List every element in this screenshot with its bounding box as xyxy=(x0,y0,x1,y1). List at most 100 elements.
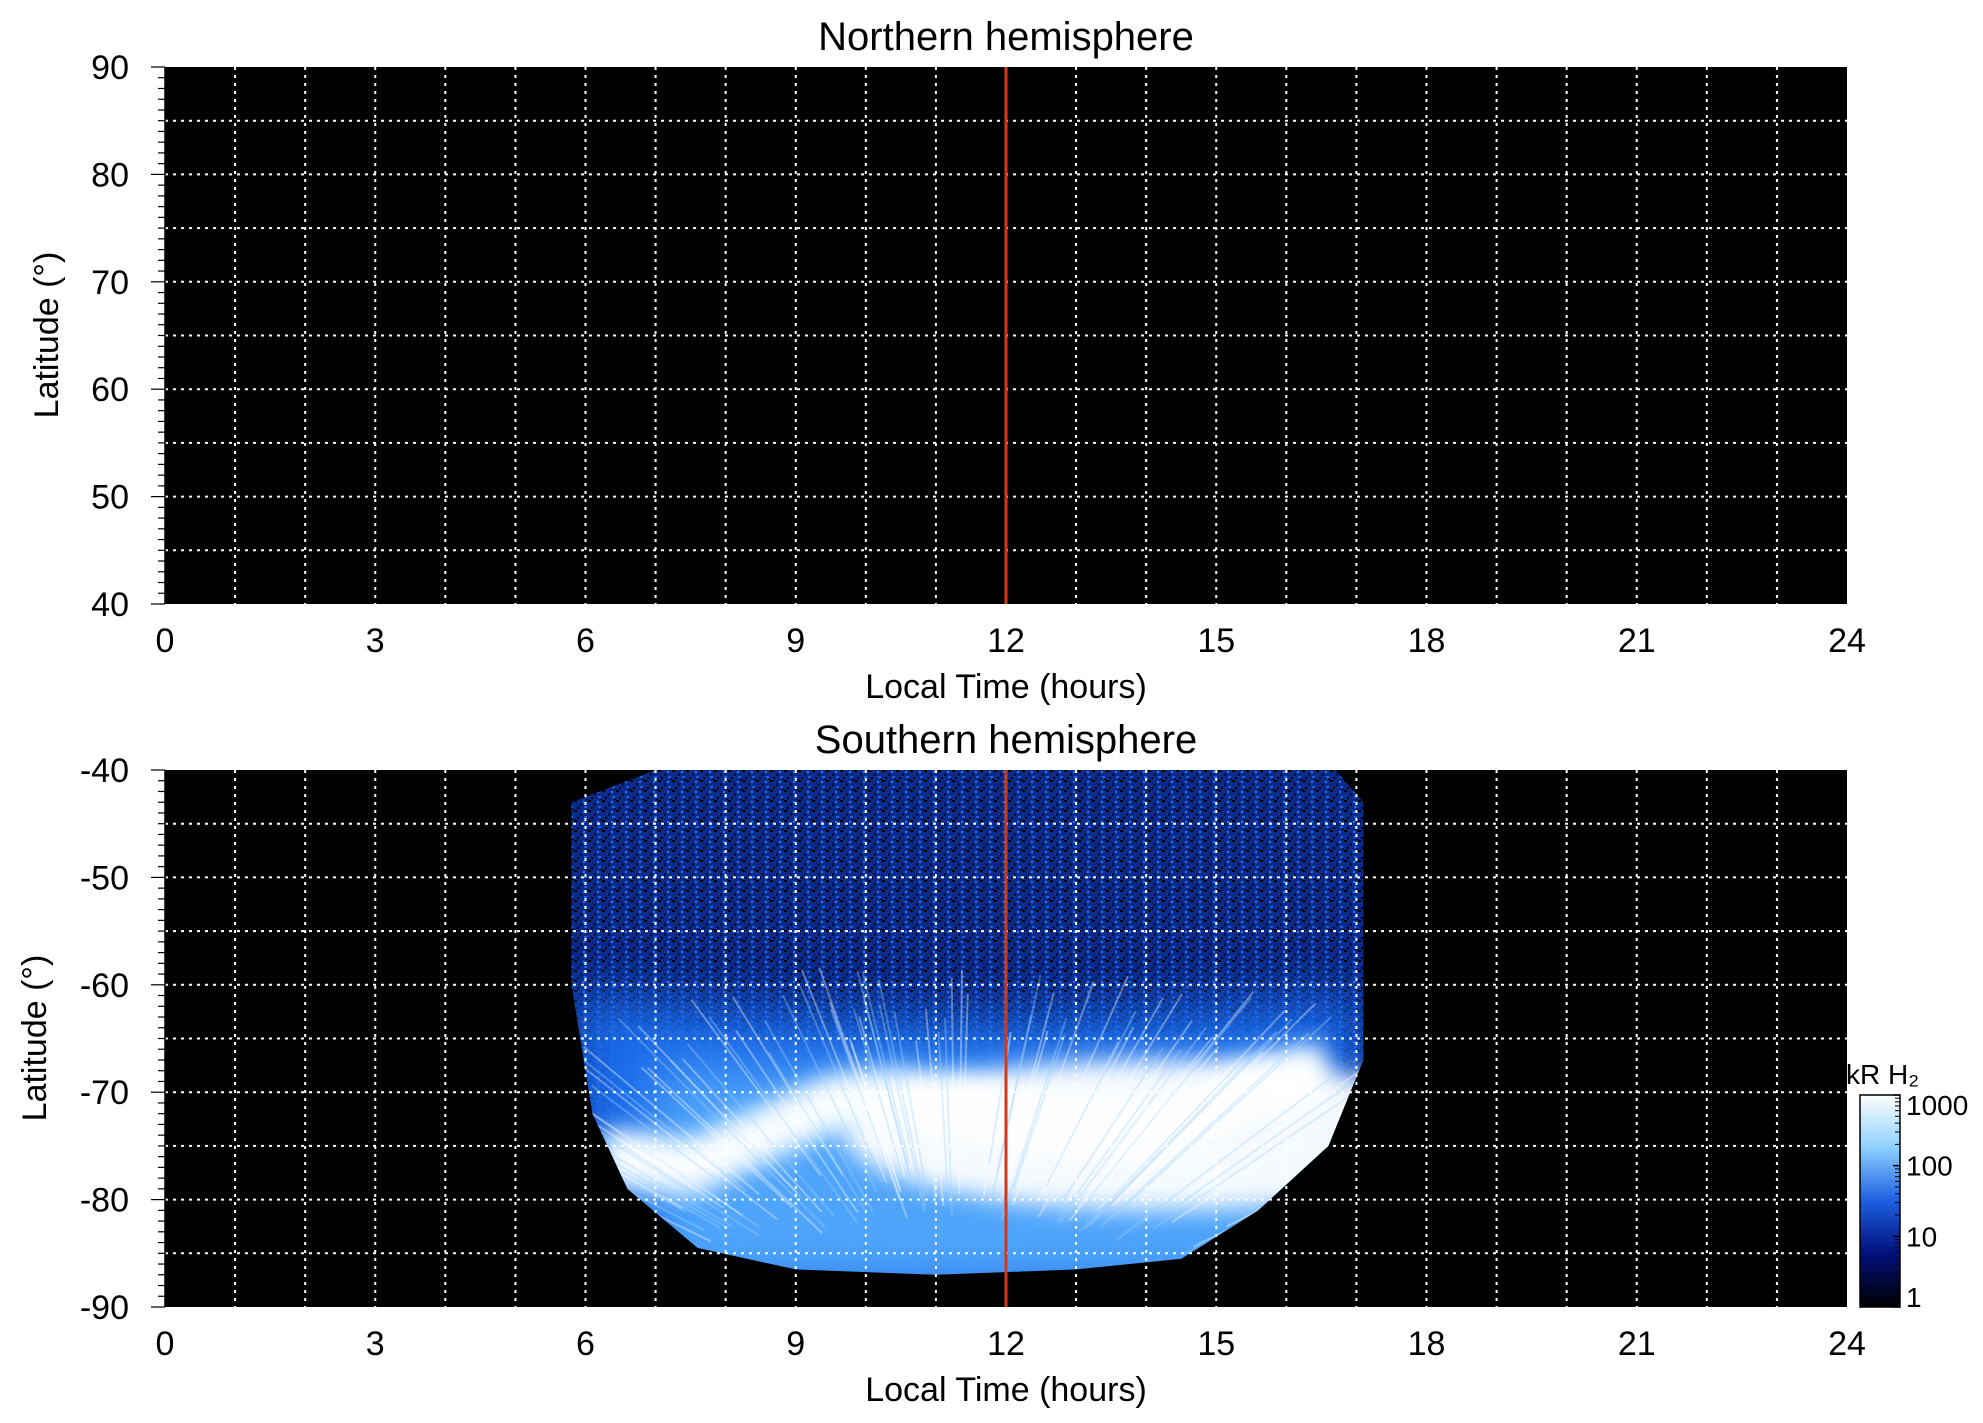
aurora-streak xyxy=(1089,1018,1294,1226)
aurora-streak xyxy=(989,1014,1033,1205)
aurora-streak xyxy=(781,994,878,1193)
southern-x-tick-label: 12 xyxy=(987,1325,1025,1363)
southern-y-tick-label: -90 xyxy=(80,1289,129,1327)
aurora-streak xyxy=(591,1084,731,1191)
southern-x-axis-label: Local Time (hours) xyxy=(865,1371,1147,1409)
northern-x-tick-label: 6 xyxy=(576,622,595,660)
aurora-streak xyxy=(858,1016,906,1179)
southern-x-tick-label: 15 xyxy=(1197,1325,1235,1363)
aurora-streak xyxy=(856,971,914,1189)
colorbar-tick-label: 100 xyxy=(1906,1151,1953,1182)
northern-x-tick-label: 9 xyxy=(786,622,805,660)
aurora-streak xyxy=(1182,1065,1364,1199)
aurora-streak xyxy=(1110,1016,1333,1221)
aurora-streak xyxy=(944,1018,953,1218)
aurora-streak xyxy=(735,1030,859,1213)
southern-y-tick-label: -60 xyxy=(80,967,129,1005)
aurora-streak xyxy=(893,1011,929,1195)
aurora-streak xyxy=(1076,1036,1214,1209)
southern-y-axis-label: Latitude (°) xyxy=(16,955,54,1122)
aurora-streak xyxy=(1012,1034,1066,1189)
aurora-streak xyxy=(1065,1019,1194,1203)
aurora-streak xyxy=(1078,1064,1239,1233)
aurora-streak xyxy=(682,1058,823,1213)
aurora-streak xyxy=(915,1040,937,1197)
colorbar-tick-label: 1 xyxy=(1906,1282,1922,1313)
aurora-streak xyxy=(583,1046,760,1196)
aurora-streak xyxy=(999,1030,1049,1203)
aurora-streak xyxy=(617,1017,826,1229)
aurora-streak xyxy=(1084,1030,1278,1230)
aurora-streak xyxy=(571,1104,728,1229)
southern-x-tick-label: 3 xyxy=(366,1325,385,1363)
aurora-streak xyxy=(1100,1032,1310,1228)
southern-axes: -40 -50 -60 -70 -80 -90 0 3 6 9 12 15 18 21 24 xyxy=(80,752,1866,1363)
southern-x-tick-label: 24 xyxy=(1828,1325,1866,1363)
aurora-streak xyxy=(708,1016,859,1224)
northern-x-tick-label: 21 xyxy=(1618,622,1656,660)
northern-y-tick-label: 60 xyxy=(91,371,129,409)
aurora-streak xyxy=(1000,1018,1068,1222)
colorbar-gradient xyxy=(1859,1094,1901,1308)
aurora-streak xyxy=(1036,975,1129,1180)
aurora-streak xyxy=(571,1084,687,1213)
aurora-streak xyxy=(799,985,884,1183)
northern-y-tick-label: 70 xyxy=(91,264,129,302)
aurora-streak xyxy=(1053,993,1183,1204)
southern-x-tick-label: 9 xyxy=(786,1325,805,1363)
southern-y-tick-label: -50 xyxy=(80,859,129,897)
aurora-streak xyxy=(571,1083,705,1232)
southern-x-tick-label: 6 xyxy=(576,1325,595,1363)
aurora-streak xyxy=(958,970,963,1195)
southern-x-tick-label: 18 xyxy=(1408,1325,1446,1363)
aurora-streak xyxy=(850,1042,901,1191)
aurora-streak xyxy=(1055,1049,1182,1223)
southern-x-tick-label: 0 xyxy=(156,1325,175,1363)
aurora-streak xyxy=(1058,1026,1208,1224)
northern-x-axis-label: Local Time (hours) xyxy=(865,668,1147,706)
aurora-streak xyxy=(669,1059,803,1199)
northern-y-tick-label: 80 xyxy=(91,156,129,194)
aurora-streak xyxy=(1095,1046,1219,1194)
aurora-streak xyxy=(961,994,969,1176)
aurora-streak xyxy=(767,1051,866,1210)
southern-y-tick-label: -70 xyxy=(80,1074,129,1112)
aurora-streak xyxy=(640,1066,793,1209)
aurora-streak xyxy=(1115,1076,1332,1241)
northern-y-tick-label: 40 xyxy=(91,586,129,624)
aurora-streak xyxy=(937,1031,949,1188)
northern-x-tick-label: 12 xyxy=(987,622,1025,660)
colorbar-ticks: 1 10 100 1000 xyxy=(1893,1090,1968,1313)
northern-panel-title: Northern hemisphere xyxy=(818,15,1194,59)
northern-x-tick-label: 15 xyxy=(1197,622,1235,660)
aurora-streak xyxy=(1080,996,1253,1208)
southern-y-tick-label: -40 xyxy=(80,752,129,790)
aurora-streak xyxy=(848,1037,902,1193)
aurora-streak xyxy=(1037,997,1164,1218)
aurora-streak xyxy=(647,1067,823,1234)
aurora-streak xyxy=(1059,1046,1165,1206)
aurora-streak xyxy=(571,1099,733,1228)
southern-panel-title: Southern hemisphere xyxy=(815,718,1197,762)
aurora-streak xyxy=(1152,1092,1355,1230)
northern-x-tick-label: 0 xyxy=(156,622,175,660)
southern-y-tick-label: -80 xyxy=(80,1182,129,1220)
aurora-streak xyxy=(1045,1010,1137,1187)
aurora-streak xyxy=(637,1025,799,1195)
aurora-streak xyxy=(571,1020,778,1221)
aurora-streak xyxy=(1129,1051,1264,1187)
aurora-streak xyxy=(828,1001,901,1201)
aurora-streak xyxy=(862,995,910,1170)
colorbar: kR H₂ 1 10 100 1000 xyxy=(1846,1059,1968,1313)
aurora-streak xyxy=(1169,1072,1364,1212)
aurora-streak xyxy=(950,977,956,1179)
aurora-streak xyxy=(571,1051,760,1237)
northern-x-tick-label: 18 xyxy=(1408,622,1446,660)
aurora-streak xyxy=(571,1072,760,1228)
aurora-streak xyxy=(686,1043,835,1217)
aurora-streak xyxy=(852,1008,903,1171)
northern-y-tick-label: 90 xyxy=(91,49,129,87)
southern-hemisphere-panel: Southern hemisphere -40 -50 -60 -70 -80 -90 0 3… xyxy=(16,718,1968,1409)
northern-axes: 40 50 60 70 80 90 0 3 6 9 12 15 18 21 24 xyxy=(91,49,1866,660)
colorbar-label: kR H₂ xyxy=(1846,1059,1919,1090)
